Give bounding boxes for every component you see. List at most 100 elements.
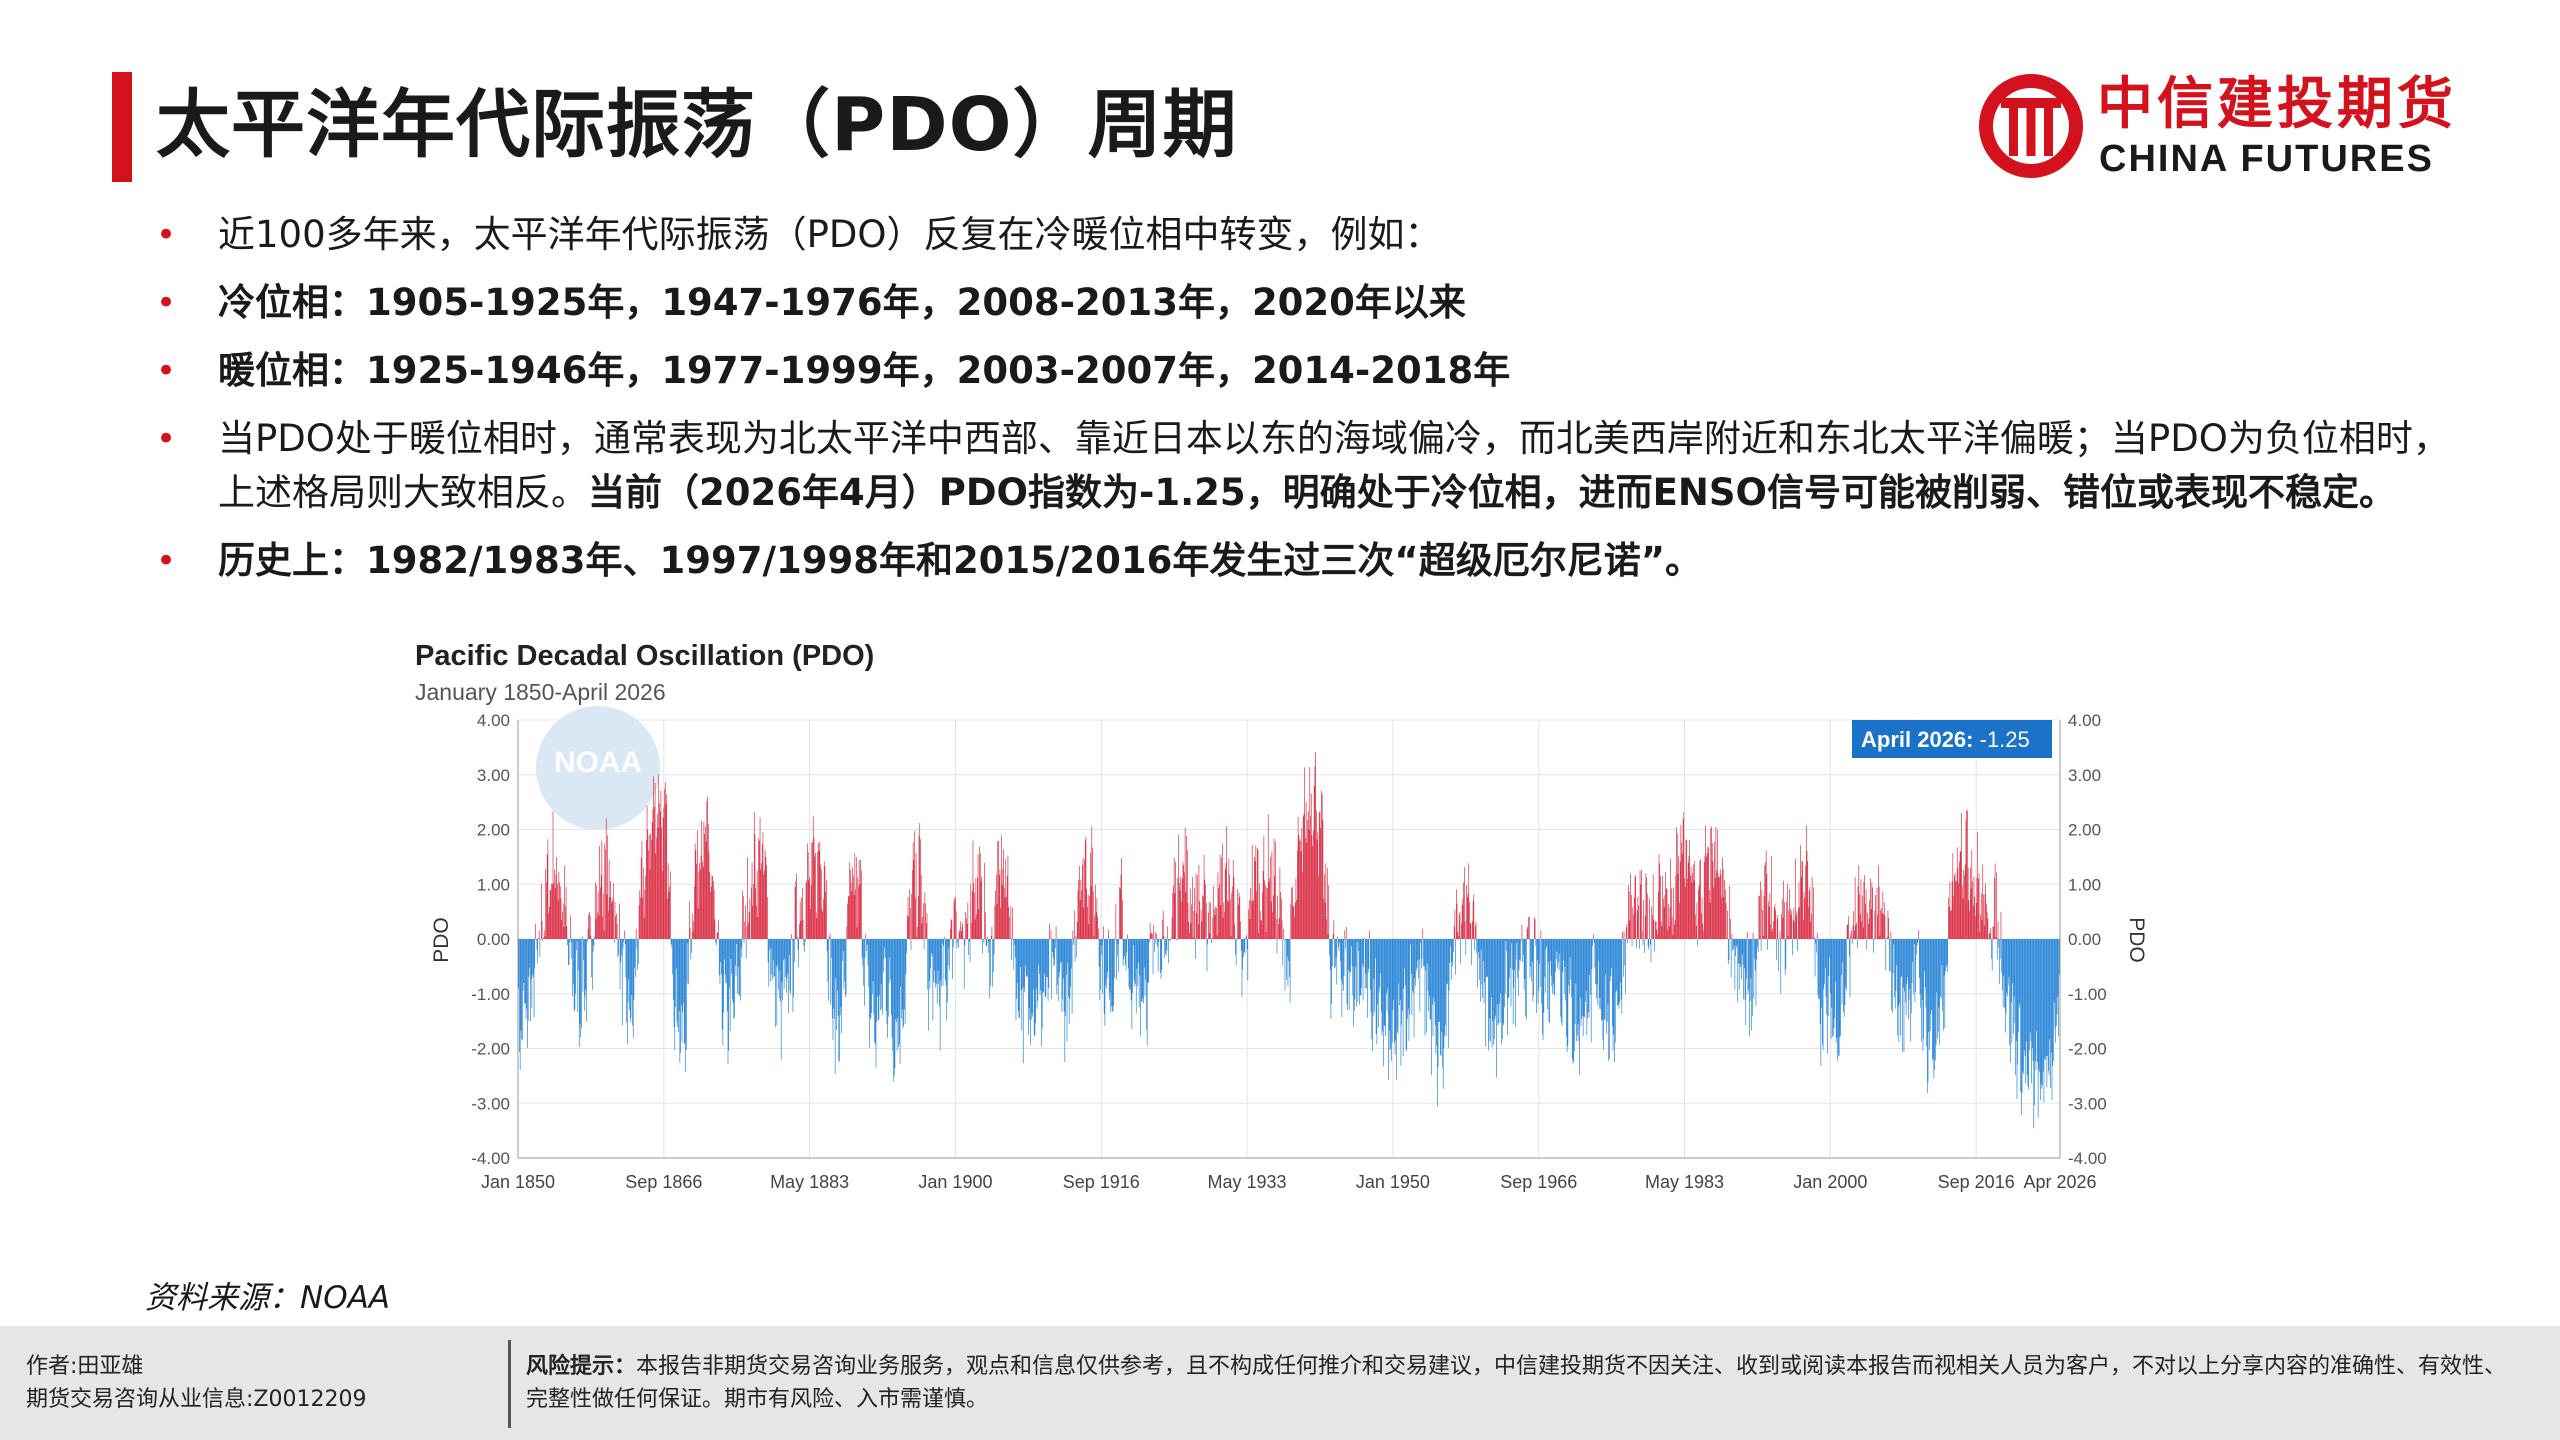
- pdo-bar: [1147, 939, 1149, 983]
- pdo-bar: [1071, 939, 1073, 1014]
- pdo-bar: [1517, 939, 1519, 996]
- pdo-bar: [1146, 939, 1148, 1046]
- pdo-bar: [1236, 938, 1238, 939]
- pdo-bar: [1587, 939, 1589, 1013]
- pdo-bar: [953, 901, 955, 939]
- pdo-bar: [1068, 939, 1069, 997]
- pdo-bar: [1531, 939, 1533, 962]
- pdo-bar: [1972, 881, 1973, 939]
- pdo-bar: [1660, 921, 1662, 939]
- pdo-bar: [680, 939, 682, 1006]
- pdo-bar: [1535, 939, 1537, 946]
- pdo-bar: [964, 939, 966, 946]
- pdo-bar: [702, 861, 703, 939]
- pdo-bar: [642, 897, 644, 939]
- pdo-bar: [1208, 901, 1210, 939]
- pdo-bar: [1568, 939, 1569, 986]
- pdo-bar: [1693, 880, 1695, 939]
- pdo-bar: [1243, 939, 1244, 958]
- pdo-bar: [1913, 939, 1915, 944]
- pdo-bar: [1948, 897, 1949, 939]
- pdo-bar: [724, 939, 725, 960]
- pdo-bar: [864, 939, 866, 958]
- pdo-bar: [1011, 907, 1013, 939]
- pdo-bar: [1911, 939, 1913, 983]
- pdo-bar: [578, 939, 580, 1048]
- pdo-bar: [588, 914, 590, 939]
- pdo-bar: [1952, 853, 1954, 939]
- pdo-bar: [1867, 924, 1869, 939]
- pdo-bar: [1922, 939, 1924, 1052]
- pdo-bar: [1851, 930, 1852, 939]
- pdo-bar: [1081, 890, 1082, 939]
- pdo-bar: [782, 939, 783, 1001]
- pdo-bar: [1735, 939, 1736, 957]
- pdo-bar: [1070, 939, 1071, 988]
- pdo-bar: [1738, 939, 1739, 964]
- pdo-bar: [1250, 888, 1252, 939]
- pdo-bar: [1822, 939, 1824, 1051]
- pdo-bar: [1685, 839, 1687, 939]
- pdo-bar: [1383, 939, 1384, 1067]
- pdo-bar: [742, 890, 743, 939]
- pdo-bar: [1669, 907, 1671, 939]
- bullet-item: 冷位相：1905-1925年，1947-1976年，2008-2013年，202…: [150, 276, 2480, 330]
- pdo-bar: [819, 841, 821, 939]
- pdo-bar: [1985, 883, 1986, 939]
- pdo-bar: [763, 874, 765, 939]
- pdo-bar: [1036, 939, 1037, 989]
- pdo-bar: [1689, 840, 1690, 939]
- pdo-bar: [1275, 918, 1277, 939]
- pdo-bar: [1946, 939, 1948, 965]
- pdo-bar: [1030, 939, 1032, 1020]
- pdo-bar: [1501, 939, 1502, 1045]
- pdo-bar: [1695, 915, 1696, 939]
- pdo-bar: [1665, 872, 1666, 939]
- pdo-bar: [1706, 853, 1708, 939]
- pdo-bar: [1826, 939, 1828, 1015]
- pdo-bar: [1965, 820, 1967, 939]
- pdo-bar: [1698, 889, 1699, 939]
- pdo-bar: [1212, 917, 1214, 939]
- pdo-bar: [1351, 939, 1352, 947]
- pdo-bar: [1065, 939, 1067, 975]
- pdo-bar: [787, 939, 789, 974]
- pdo-bar: [2003, 939, 2005, 977]
- pdo-bar: [745, 905, 746, 939]
- pdo-bar: [1481, 939, 1483, 985]
- pdo-bar: [519, 939, 520, 1053]
- pdo-bar: [1496, 939, 1497, 1078]
- pdo-bar: [1105, 939, 1106, 986]
- pdo-bar: [1886, 937, 1888, 939]
- pdo-bar: [542, 939, 544, 942]
- pdo-bar: [1386, 939, 1388, 1012]
- pdo-bar: [1994, 877, 1995, 939]
- pdo-bar: [1749, 939, 1751, 1002]
- pdo-bar: [802, 919, 804, 939]
- pdo-bar: [1353, 939, 1354, 1027]
- pdo-bar: [917, 926, 918, 939]
- pdo-bar: [1969, 867, 1971, 939]
- pdo-bar: [1348, 939, 1350, 1011]
- pdo-bar: [1529, 939, 1531, 978]
- pdo-bar: [855, 889, 856, 939]
- pdo-bar: [1530, 939, 1532, 967]
- pdo-bar: [876, 939, 878, 1022]
- pdo-bar: [1813, 887, 1814, 939]
- pdo-bar: [2038, 939, 2040, 1070]
- pdo-bar: [788, 939, 790, 956]
- logo-chinese-text: 中信建投期货: [2097, 72, 2457, 137]
- pdo-bar: [773, 939, 775, 978]
- pdo-bar: [1407, 939, 1409, 1009]
- pdo-bar: [783, 939, 784, 961]
- pdo-bar: [566, 926, 568, 939]
- pdo-bar: [1042, 939, 1044, 993]
- pdo-bar: [1258, 932, 1260, 939]
- pdo-bar: [1076, 939, 1077, 958]
- pdo-bar: [1041, 939, 1042, 1047]
- pdo-bar: [1892, 939, 1894, 974]
- pdo-bar: [872, 939, 874, 981]
- pdo-bar: [1341, 939, 1343, 1017]
- pdo-bar: [1945, 939, 1947, 968]
- pdo-bar: [1109, 939, 1111, 993]
